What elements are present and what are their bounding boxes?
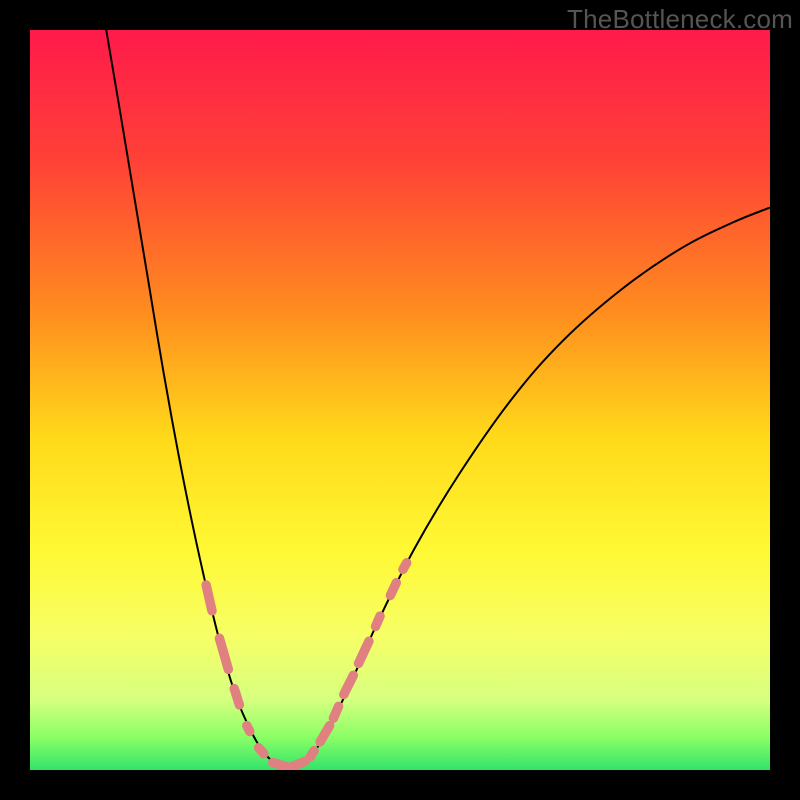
highlight-segment	[403, 563, 407, 570]
highlight-segment	[310, 751, 314, 757]
highlight-segment	[259, 748, 264, 754]
highlight-segment	[206, 585, 212, 611]
highlight-segment	[376, 616, 380, 626]
highlight-segment	[273, 763, 288, 767]
chart-frame: TheBottleneck.com	[0, 0, 800, 800]
watermark-text: TheBottleneck.com	[567, 4, 793, 35]
highlight-segment	[247, 726, 250, 732]
highlight-segment	[390, 583, 396, 596]
highlight-segment	[291, 761, 305, 767]
bottleneck-chart	[0, 0, 800, 800]
highlight-segment	[234, 689, 239, 705]
highlight-segment	[333, 706, 338, 718]
